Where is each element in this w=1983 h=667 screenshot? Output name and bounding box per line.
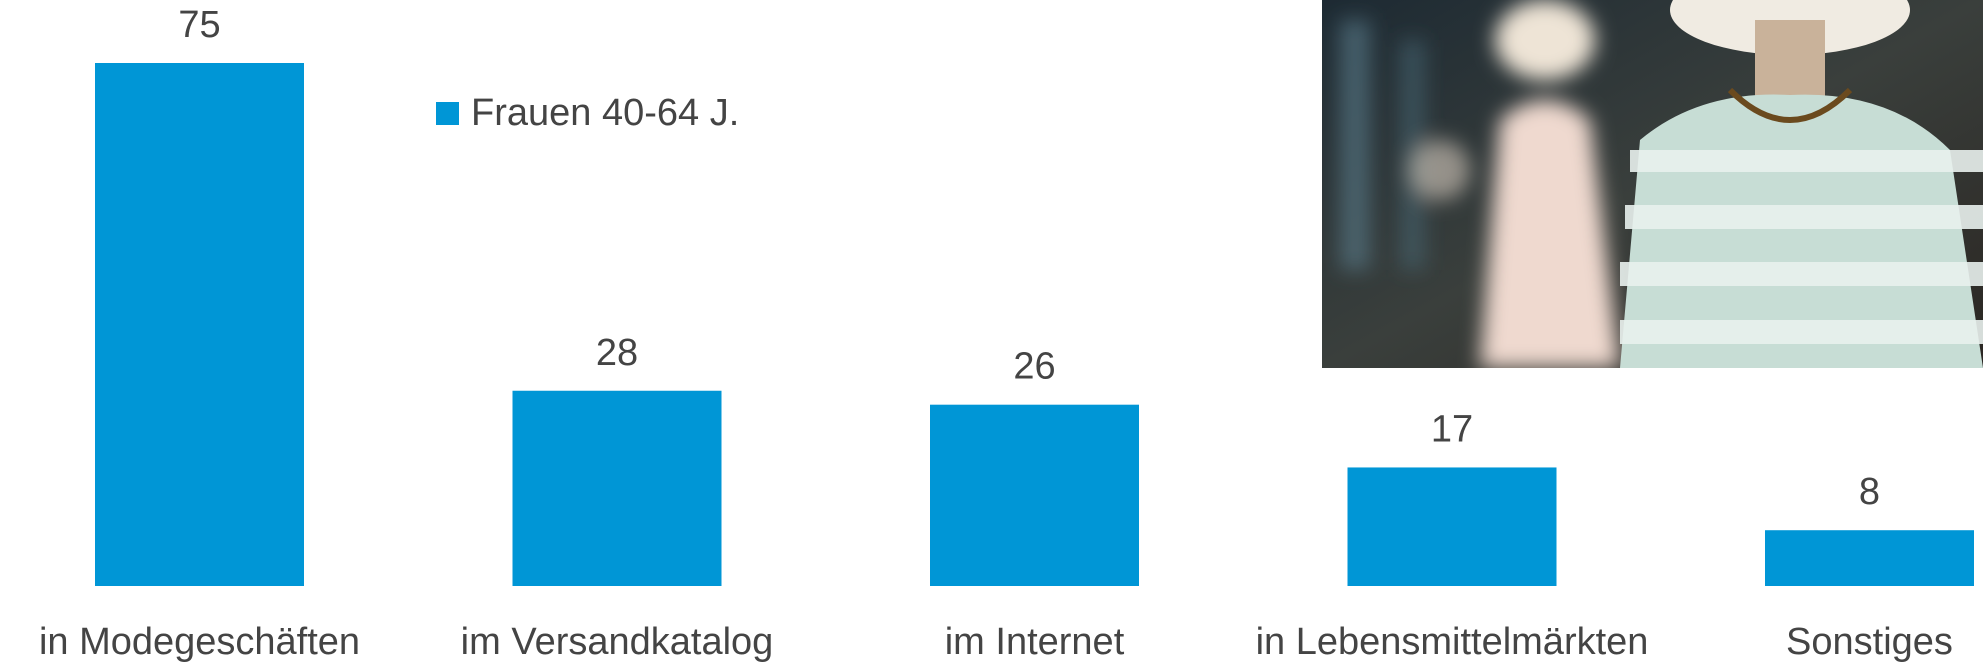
data-label: 17 [1431,408,1473,450]
photo [1322,0,1983,368]
data-label: 75 [178,4,220,46]
bar [512,390,722,586]
bar [95,63,304,586]
bar [930,404,1139,586]
data-label: 26 [1013,346,1055,388]
legend-label: Frauen 40-64 J. [471,92,739,134]
x-tick-label: Sonstiges [1786,621,1953,663]
legend-swatch [436,102,459,125]
x-tick-label: in Modegeschäften [39,621,360,663]
data-label: 28 [596,332,638,374]
data-label: 8 [1859,471,1880,513]
x-tick-label: in Lebensmittelmärkten [1256,621,1649,663]
x-tick-label: im Internet [945,621,1125,663]
x-tick-label: im Versandkatalog [461,621,774,663]
bar [1765,530,1974,586]
bar [1347,467,1557,586]
